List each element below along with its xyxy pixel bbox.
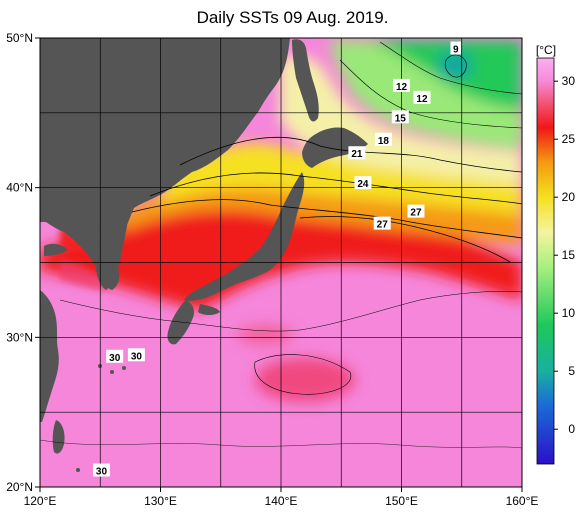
contour-label-bg — [92, 463, 110, 477]
contour-label: 30 — [109, 353, 121, 364]
contour-label: 21 — [351, 149, 363, 160]
contour-label-bg — [391, 110, 409, 124]
colorbar-tick-label: 15 — [562, 248, 576, 262]
colorbar-ticks: 30 25 20 15 10 5 0 — [554, 74, 575, 436]
y-tick-label: 30°N — [6, 330, 33, 344]
colorbar-unit: [°C] — [536, 43, 556, 57]
y-tick-label: 40°N — [6, 181, 33, 195]
colorbar-tick-label: 5 — [568, 364, 575, 378]
sst-field — [40, 38, 522, 487]
contour-label-bg — [407, 204, 425, 218]
contour-label: 27 — [377, 220, 389, 231]
graticule — [40, 38, 522, 487]
contour-label: 18 — [378, 136, 390, 147]
contour-label: 24 — [357, 179, 369, 190]
contour-label-bg — [374, 132, 392, 146]
contour-label: 15 — [395, 113, 407, 124]
contour-label-bg — [393, 78, 410, 92]
landmass — [40, 38, 368, 472]
contour-label: 30 — [131, 351, 143, 362]
map-title: Daily SSTs 09 Aug. 2019. — [196, 8, 389, 27]
contour-label: 9 — [453, 44, 459, 55]
contour-label-bg — [373, 216, 391, 230]
x-tick-label: 150°E — [385, 494, 418, 508]
contour-label-bg — [354, 176, 372, 190]
contour-label: 27 — [410, 208, 422, 219]
colorbar-tick-label: 0 — [568, 422, 575, 436]
colorbar-tick-label: 10 — [562, 306, 576, 320]
contour-label-bg — [348, 146, 366, 160]
contour-label-bg — [127, 348, 145, 362]
y-axis: 50°N 40°N 30°N 20°N — [6, 31, 40, 494]
contour-label: 30 — [96, 467, 108, 478]
x-tick-label: 160°E — [506, 494, 539, 508]
contour-label: 12 — [396, 82, 408, 93]
colorbar-tick-label: 30 — [562, 74, 576, 88]
contour-label-bg — [450, 41, 461, 55]
x-tick-label: 140°E — [265, 494, 298, 508]
y-tick-label: 50°N — [6, 31, 33, 45]
x-axis: 120°E 130°E 140°E 150°E 160°E — [24, 487, 539, 508]
contour-label-bg — [106, 349, 124, 363]
contour-label: 12 — [416, 94, 428, 105]
contour-label-bg — [413, 90, 431, 104]
colorbar-bar — [536, 57, 555, 465]
colorbar: [°C] 30 25 20 15 10 5 0 — [536, 43, 575, 465]
contour-labels: 9 12 12 15 18 21 24 27 27 30 30 30 — [92, 41, 461, 478]
colorbar-tick-label: 25 — [562, 132, 576, 146]
colorbar-tick-label: 20 — [562, 190, 576, 204]
y-tick-label: 20°N — [6, 480, 33, 494]
x-tick-label: 120°E — [24, 494, 57, 508]
x-tick-label: 130°E — [144, 494, 177, 508]
